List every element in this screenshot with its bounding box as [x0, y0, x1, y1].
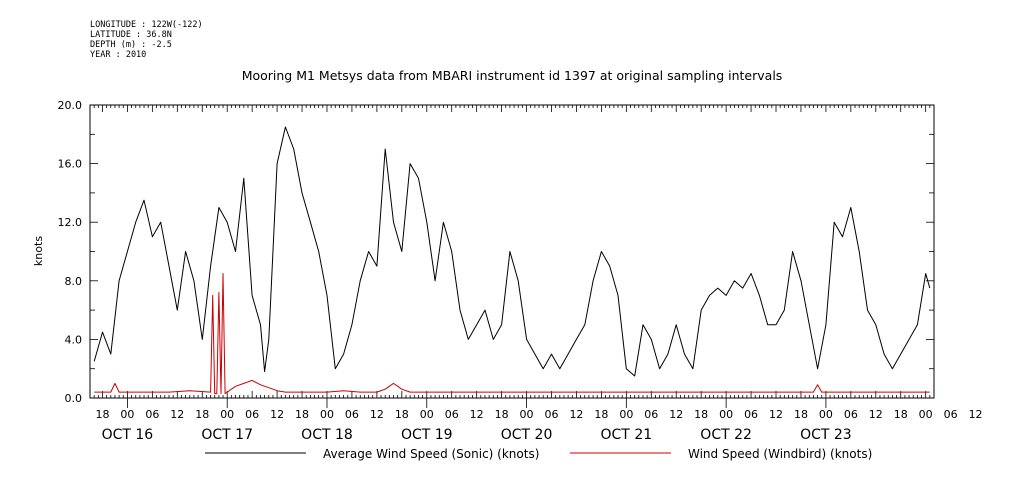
x-tick-label: 18	[894, 408, 908, 421]
day-label: OCT 19	[401, 427, 453, 443]
series-group	[93, 126, 931, 395]
x-tick-label: 12	[370, 408, 384, 421]
day-labels: OCT 16 OCT 17 OCT 18 OCT 19 OCT 20 OCT 21 OCT …	[102, 427, 852, 443]
x-tick-label: 00	[919, 408, 933, 421]
x-tick-label: 06	[445, 408, 459, 421]
legend: Average Wind Speed (Sonic) (knots) Wind S…	[205, 447, 872, 461]
x-tick-label: 00	[420, 408, 434, 421]
x-tick-label: 18	[295, 408, 309, 421]
axis-ticks	[89, 104, 935, 408]
x-tick-label: 18	[594, 408, 608, 421]
x-tick-label: 18	[794, 408, 808, 421]
x-tick-label: 06	[245, 408, 259, 421]
legend-label-1: Average Wind Speed (Sonic) (knots)	[323, 447, 539, 461]
day-label: OCT 16	[102, 427, 154, 443]
latitude-text: LATITUDE : 36.8N	[90, 30, 172, 40]
x-tick-label: 18	[495, 408, 509, 421]
x-tick-label: 06	[544, 408, 558, 421]
y-tick-labels: 0.0 4.0 8.0 12.0 16.0 20.0	[58, 99, 83, 405]
day-label: OCT 22	[700, 427, 752, 443]
x-tick-label: 00	[120, 408, 134, 421]
x-tick-label: 18	[95, 408, 109, 421]
chart-title: Mooring M1 Metsys data from MBARI instru…	[242, 68, 783, 83]
x-tick-label: 18	[195, 408, 209, 421]
x-tick-label: 00	[520, 408, 534, 421]
x-tick-label: 00	[819, 408, 833, 421]
x-tick-label: 06	[844, 408, 858, 421]
day-label: OCT 23	[800, 427, 852, 443]
x-tick-label: 12	[869, 408, 883, 421]
y-axis-label: knots	[32, 236, 45, 266]
x-tick-label: 06	[345, 408, 359, 421]
x-tick-labels: 18 00 06 12 18 00 06 12 18 00 06 12 18 00 06 12 18 00 06 12…	[95, 408, 982, 421]
legend-label-2: Wind Speed (Windbird) (knots)	[688, 447, 872, 461]
day-label: OCT 17	[201, 427, 253, 443]
x-tick-label: 06	[644, 408, 658, 421]
plot-frame	[89, 104, 935, 399]
x-tick-label: 12	[170, 408, 184, 421]
x-tick-label: 00	[320, 408, 334, 421]
x-tick-label: 06	[944, 408, 958, 421]
x-tick-label: 18	[395, 408, 409, 421]
x-tick-label: 00	[719, 408, 733, 421]
x-tick-label: 12	[569, 408, 583, 421]
metadata-block: LONGITUDE : 122W(-122) LATITUDE : 36.8N …	[90, 20, 203, 60]
x-tick-label: 12	[669, 408, 683, 421]
longitude-text: LONGITUDE : 122W(-122)	[90, 20, 203, 30]
y-tick-label: 20.0	[58, 99, 83, 112]
x-tick-label: 12	[270, 408, 284, 421]
y-tick-label: 4.0	[65, 333, 83, 346]
day-label: OCT 18	[301, 427, 353, 443]
x-tick-label: 12	[769, 408, 783, 421]
x-tick-label: 00	[619, 408, 633, 421]
day-label: OCT 21	[601, 427, 653, 443]
y-tick-label: 16.0	[58, 158, 83, 171]
year-text: YEAR : 2010	[90, 50, 147, 60]
series-line-2	[94, 273, 930, 395]
depth-text: DEPTH (m) : -2.5	[90, 40, 172, 50]
y-tick-label: 8.0	[65, 275, 83, 288]
x-tick-label: 18	[694, 408, 708, 421]
x-tick-label: 00	[220, 408, 234, 421]
x-tick-label: 06	[744, 408, 758, 421]
y-tick-label: 12.0	[58, 216, 83, 229]
x-tick-label: 06	[145, 408, 159, 421]
series-line-1	[93, 126, 931, 377]
y-tick-label: 0.0	[65, 392, 83, 405]
x-tick-label: 12	[969, 408, 983, 421]
x-tick-label: 12	[470, 408, 484, 421]
day-label: OCT 20	[501, 427, 553, 443]
